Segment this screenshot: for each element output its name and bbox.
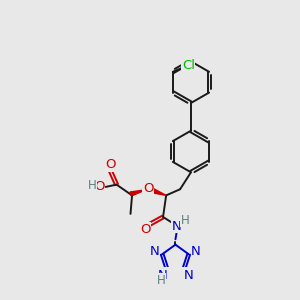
Text: N: N [191,245,201,258]
Polygon shape [130,190,145,196]
Text: O: O [105,158,116,171]
Text: Cl: Cl [182,59,195,72]
Text: H: H [180,214,189,226]
Text: N: N [158,269,168,283]
Text: O: O [94,180,105,194]
Text: N: N [183,269,193,283]
Text: N: N [172,220,182,233]
Text: H: H [157,274,165,287]
Polygon shape [152,189,166,195]
Text: O: O [143,182,154,195]
Text: N: N [150,245,160,258]
Text: H: H [88,179,97,192]
Text: O: O [140,223,151,236]
